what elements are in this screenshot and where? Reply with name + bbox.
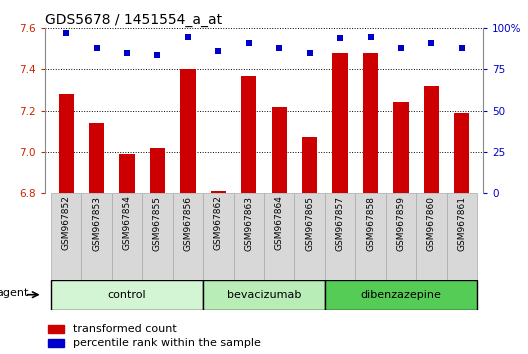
Bar (271, 107, 287, 193)
Point (275, 45, 284, 51)
Text: GSM967853: GSM967853 (92, 195, 101, 251)
FancyBboxPatch shape (447, 193, 477, 280)
Text: GSM967862: GSM967862 (214, 195, 223, 250)
FancyBboxPatch shape (173, 193, 203, 280)
Text: GSM967858: GSM967858 (366, 195, 375, 251)
Bar (48, 339, 64, 348)
FancyBboxPatch shape (355, 193, 386, 280)
Point (123, 50, 131, 56)
Text: GSM967861: GSM967861 (457, 195, 466, 251)
Bar (59, 94, 74, 193)
Text: GSM967857: GSM967857 (336, 195, 345, 251)
Bar (454, 113, 469, 193)
Point (62, 30, 70, 36)
Point (397, 45, 405, 51)
Text: GSM967855: GSM967855 (153, 195, 162, 251)
Point (214, 48, 223, 54)
FancyBboxPatch shape (295, 193, 325, 280)
Bar (424, 86, 439, 193)
FancyBboxPatch shape (203, 193, 233, 280)
Text: dibenzazepine: dibenzazepine (361, 290, 441, 300)
FancyBboxPatch shape (416, 193, 447, 280)
Text: GSM967854: GSM967854 (122, 195, 131, 250)
Point (92, 45, 101, 51)
Bar (119, 154, 135, 193)
FancyBboxPatch shape (386, 193, 416, 280)
FancyBboxPatch shape (51, 193, 81, 280)
FancyBboxPatch shape (233, 193, 264, 280)
Text: transformed count: transformed count (73, 324, 177, 334)
Text: GDS5678 / 1451554_a_at: GDS5678 / 1451554_a_at (45, 13, 222, 27)
FancyBboxPatch shape (264, 193, 295, 280)
Text: GSM967852: GSM967852 (62, 195, 71, 250)
Bar (150, 148, 165, 193)
Point (336, 35, 344, 41)
Text: GSM967856: GSM967856 (183, 195, 192, 251)
Point (244, 40, 253, 46)
Bar (48, 325, 64, 333)
FancyBboxPatch shape (325, 193, 355, 280)
Point (305, 50, 314, 56)
FancyBboxPatch shape (112, 193, 142, 280)
Point (427, 40, 436, 46)
Bar (211, 191, 226, 193)
Bar (363, 53, 378, 193)
Point (458, 45, 466, 51)
Point (184, 34, 192, 39)
Text: GSM967860: GSM967860 (427, 195, 436, 251)
Text: bevacizumab: bevacizumab (227, 290, 301, 300)
FancyBboxPatch shape (325, 280, 477, 310)
Bar (302, 137, 317, 193)
Bar (89, 123, 104, 193)
Text: percentile rank within the sample: percentile rank within the sample (73, 338, 261, 348)
Bar (241, 76, 257, 193)
Bar (333, 53, 348, 193)
Text: GSM967859: GSM967859 (397, 195, 406, 251)
FancyBboxPatch shape (51, 280, 203, 310)
FancyBboxPatch shape (81, 193, 112, 280)
FancyBboxPatch shape (203, 280, 325, 310)
Text: agent: agent (0, 288, 29, 298)
Bar (393, 102, 409, 193)
Point (153, 52, 162, 57)
Point (366, 34, 375, 39)
Text: GSM967864: GSM967864 (275, 195, 284, 250)
Bar (180, 69, 195, 193)
Text: control: control (108, 290, 146, 300)
Text: GSM967865: GSM967865 (305, 195, 314, 251)
FancyBboxPatch shape (142, 193, 173, 280)
Text: GSM967863: GSM967863 (244, 195, 253, 251)
